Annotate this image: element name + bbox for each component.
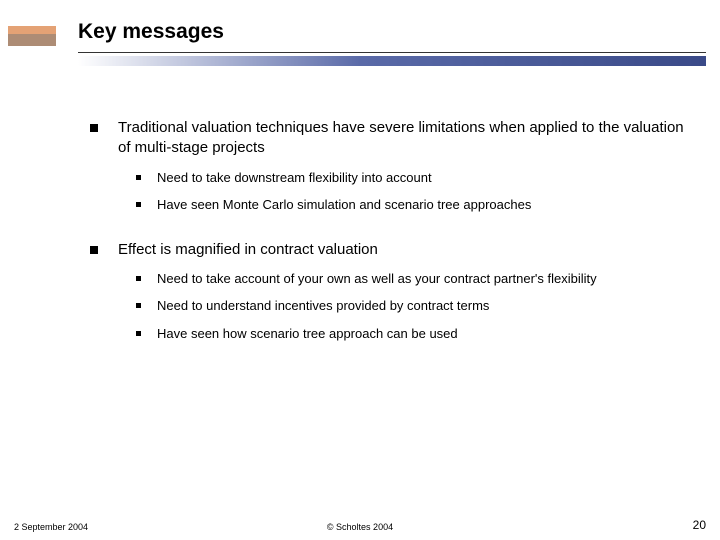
footer-page-number: 20 [693,518,706,532]
title-block: Key messages [78,20,706,66]
bullet-level2: Have seen Monte Carlo simulation and sce… [136,196,690,214]
square-bullet-icon [90,246,98,254]
footer-copyright: © Scholtes 2004 [327,522,393,532]
square-bullet-icon [136,175,141,180]
footer-date: 2 September 2004 [14,522,88,532]
logo [8,26,56,46]
bullet-level1: Traditional valuation techniques have se… [90,118,690,159]
bullet-text: Have seen how scenario tree approach can… [157,325,458,343]
bullet-text: Traditional valuation techniques have se… [118,118,690,159]
bullet-level2: Need to take account of your own as well… [136,270,690,288]
bullet-text: Need to take downstream flexibility into… [157,169,432,187]
square-bullet-icon [136,303,141,308]
content-area: Traditional valuation techniques have se… [90,100,690,344]
bullet-level2: Have seen how scenario tree approach can… [136,325,690,343]
slide-title: Key messages [78,20,706,50]
square-bullet-icon [136,331,141,336]
bullet-text: Need to take account of your own as well… [157,270,597,288]
footer: 2 September 2004 © Scholtes 2004 20 [0,518,720,532]
slide: Key messages Traditional valuation techn… [0,0,720,540]
square-bullet-icon [90,124,98,132]
bullet-level1: Effect is magnified in contract valuatio… [90,240,690,260]
square-bullet-icon [136,276,141,281]
title-underline [78,52,706,53]
bullet-text: Have seen Monte Carlo simulation and sce… [157,196,531,214]
bullet-level2: Need to understand incentives provided b… [136,297,690,315]
bullet-level2: Need to take downstream flexibility into… [136,169,690,187]
title-bar [78,56,706,66]
bullet-text: Need to understand incentives provided b… [157,297,489,315]
square-bullet-icon [136,202,141,207]
bullet-text: Effect is magnified in contract valuatio… [118,240,378,260]
